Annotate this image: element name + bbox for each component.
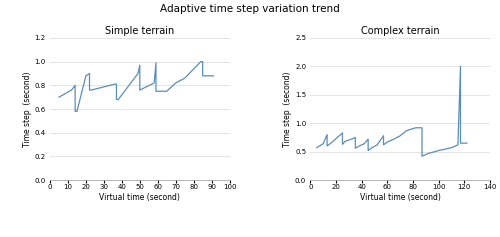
- X-axis label: Virtual time (second): Virtual time (second): [360, 193, 440, 202]
- Y-axis label: Time step  (second): Time step (second): [283, 71, 292, 147]
- Title: Complex terrain: Complex terrain: [361, 26, 440, 36]
- Title: Simple terrain: Simple terrain: [105, 26, 174, 36]
- Y-axis label: Time step  (second): Time step (second): [23, 71, 32, 147]
- X-axis label: Virtual time (second): Virtual time (second): [100, 193, 180, 202]
- Text: Adaptive time step variation trend: Adaptive time step variation trend: [160, 4, 340, 14]
